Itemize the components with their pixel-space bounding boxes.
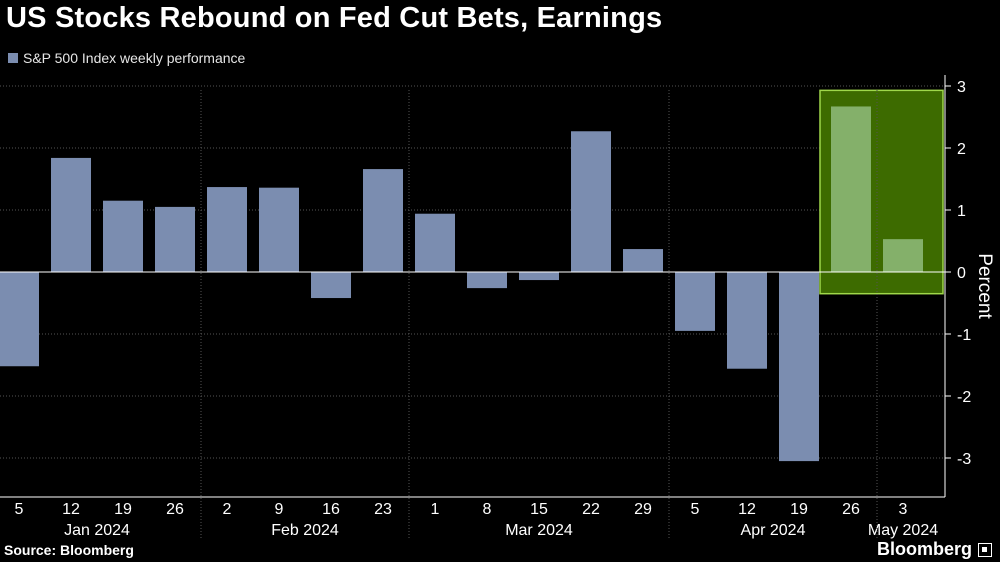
bar — [311, 272, 351, 299]
brand-name: Bloomberg — [876, 539, 972, 559]
x-tick-label: 5 — [15, 501, 24, 518]
y-tick-label: 0 — [957, 265, 966, 282]
x-tick-label: 1 — [431, 501, 440, 518]
month-label: Mar 2024 — [505, 522, 573, 539]
bar — [883, 239, 923, 272]
month-label: Apr 2024 — [741, 522, 806, 539]
bar — [779, 272, 819, 462]
bar — [571, 131, 611, 272]
x-tick-label: 16 — [322, 501, 340, 518]
bar — [259, 187, 299, 272]
x-tick-label: 8 — [483, 501, 492, 518]
bar — [727, 272, 767, 369]
x-tick-label: 19 — [790, 501, 808, 518]
brand-mark-icon — [978, 542, 992, 557]
x-tick-label: 2 — [223, 501, 232, 518]
x-tick-label: 29 — [634, 501, 652, 518]
source-note: Source: Bloomberg — [4, 542, 134, 558]
legend-label: S&P 500 Index weekly performance — [23, 50, 246, 66]
x-tick-label: 23 — [374, 501, 392, 518]
x-tick-label: 26 — [842, 501, 860, 518]
y-axis-label: Percent — [974, 253, 995, 319]
bar — [415, 213, 455, 272]
x-tick-label: 15 — [530, 501, 548, 518]
bar — [519, 272, 559, 281]
x-tick-label: 26 — [166, 501, 184, 518]
legend-swatch — [8, 53, 18, 63]
chart-title: US Stocks Rebound on Fed Cut Bets, Earni… — [6, 2, 663, 34]
bar — [103, 200, 143, 272]
bar — [675, 272, 715, 331]
x-tick-label: 3 — [899, 501, 908, 518]
x-tick-label: 5 — [691, 501, 700, 518]
y-tick-label: 2 — [957, 141, 966, 158]
month-label: May 2024 — [868, 522, 938, 539]
bar — [51, 157, 91, 272]
x-tick-label: 12 — [62, 501, 80, 518]
bar — [207, 187, 247, 272]
y-tick-label: 3 — [957, 79, 966, 96]
y-tick-label: -3 — [957, 451, 971, 468]
x-tick-label: 19 — [114, 501, 132, 518]
chart-legend: S&P 500 Index weekly performance — [8, 50, 245, 66]
bar — [831, 106, 871, 273]
y-tick-label: -1 — [957, 327, 971, 344]
bar — [155, 206, 195, 272]
month-label: Feb 2024 — [271, 522, 339, 539]
bar — [363, 169, 403, 272]
x-tick-label: 22 — [582, 501, 600, 518]
x-tick-label: 12 — [738, 501, 756, 518]
brand-logo: Bloomberg — [877, 539, 992, 560]
y-tick-label: 1 — [957, 203, 966, 220]
month-label: Jan 2024 — [64, 522, 130, 539]
y-tick-label: -2 — [957, 389, 971, 406]
bar — [623, 249, 663, 272]
bar — [0, 272, 39, 367]
x-tick-label: 9 — [275, 501, 284, 518]
bar — [467, 272, 507, 289]
